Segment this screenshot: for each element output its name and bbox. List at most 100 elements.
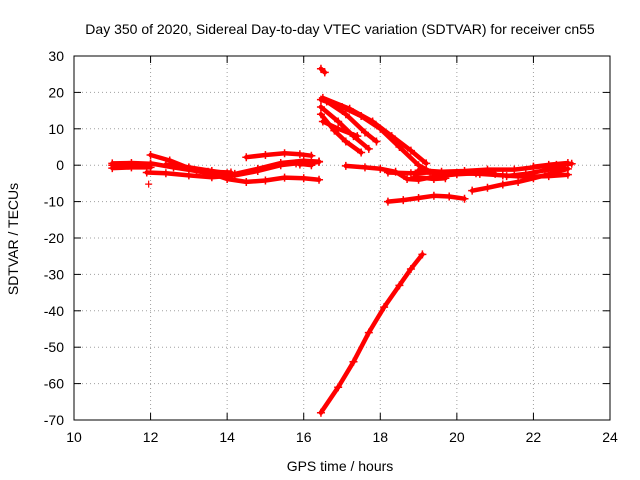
- data-point: [316, 102, 325, 111]
- data-point: [406, 169, 415, 178]
- data-point: [383, 197, 392, 206]
- x-tick-label: 14: [219, 429, 235, 445]
- data-point: [383, 168, 392, 177]
- data-point: [514, 177, 523, 186]
- data-point: [437, 167, 446, 176]
- y-tick-label: 30: [48, 48, 64, 64]
- y-tick-label: -40: [44, 303, 64, 319]
- data-point: [184, 163, 193, 172]
- data-track: [318, 252, 425, 415]
- data-point: [334, 124, 343, 133]
- data-point: [360, 163, 369, 172]
- data-point: [242, 177, 251, 186]
- data-track: [324, 99, 379, 144]
- data-point: [230, 169, 239, 178]
- data-point: [127, 161, 136, 170]
- data-point: [529, 162, 538, 171]
- x-tick-label: 20: [449, 429, 465, 445]
- data-point: [146, 151, 155, 160]
- data-point: [307, 159, 316, 168]
- y-tick-label: 10: [48, 121, 64, 137]
- data-point: [498, 180, 507, 189]
- data-point: [540, 166, 549, 175]
- data-point: [223, 175, 232, 184]
- data-point: [184, 171, 193, 180]
- y-tick-label: 20: [48, 84, 64, 100]
- data-point: [318, 117, 327, 126]
- data-point: [418, 250, 427, 259]
- y-tick-label: -70: [44, 412, 64, 428]
- data-point: [295, 150, 304, 159]
- y-tick-label: -50: [44, 339, 64, 355]
- data-point: [483, 165, 492, 174]
- data-point: [242, 153, 251, 162]
- y-tick-label: -30: [44, 266, 64, 282]
- x-axis-label: GPS time / hours: [287, 458, 394, 474]
- data-point: [307, 151, 316, 160]
- data-point: [320, 68, 329, 77]
- data-point: [468, 186, 477, 195]
- data-point: [429, 191, 438, 200]
- data-point: [334, 383, 343, 392]
- data-point: [316, 64, 325, 73]
- data-point: [353, 132, 362, 141]
- data-point: [315, 157, 324, 166]
- data-point: [406, 146, 415, 155]
- data-point: [108, 161, 117, 170]
- data-point: [429, 175, 438, 184]
- chart-title: Day 350 of 2020, Sidereal Day-to-day VTE…: [85, 21, 595, 37]
- y-tick-label: 0: [56, 157, 64, 173]
- data-point: [276, 159, 285, 168]
- data-point: [161, 169, 170, 178]
- data-point: [295, 160, 304, 169]
- data-track: [320, 95, 429, 166]
- data-point: [360, 128, 369, 137]
- data-point: [299, 174, 308, 183]
- data-point: [521, 169, 530, 178]
- data-point: [368, 117, 377, 126]
- x-tick-label: 24: [602, 429, 618, 445]
- data-point: [204, 168, 212, 177]
- data-point: [483, 183, 492, 192]
- x-tick-label: 12: [143, 429, 159, 445]
- data-point: [316, 408, 325, 417]
- data-point: [341, 110, 350, 119]
- data-point: [261, 151, 270, 160]
- data-point: [399, 196, 408, 205]
- data-point: [364, 328, 373, 337]
- data-track: [318, 104, 372, 152]
- data-point: [563, 159, 572, 168]
- data-point: [529, 174, 538, 183]
- data-point: [341, 161, 350, 170]
- data-point: [315, 175, 324, 184]
- x-tick-label: 10: [66, 429, 82, 445]
- data-point: [414, 193, 423, 202]
- data-point: [544, 160, 553, 169]
- data-point: [502, 172, 511, 181]
- data-track: [504, 165, 567, 179]
- data-point: [142, 168, 151, 177]
- y-axis-label: SDTVAR / TECUs: [5, 183, 21, 295]
- data-point: [372, 137, 381, 146]
- data-point: [406, 264, 415, 273]
- data-point: [395, 281, 404, 290]
- data-point: [380, 303, 389, 312]
- data-point: [253, 164, 262, 173]
- data-point: [460, 194, 469, 203]
- y-tick-label: -60: [44, 376, 64, 392]
- data-point: [280, 149, 289, 158]
- data-point: [345, 104, 354, 113]
- x-tick-label: 22: [526, 429, 542, 445]
- x-tick-label: 18: [372, 429, 388, 445]
- data-point: [445, 192, 454, 201]
- data-point: [261, 176, 270, 185]
- data-point: [510, 165, 519, 174]
- data-point: [334, 117, 343, 126]
- y-tick-label: -20: [44, 230, 64, 246]
- y-tick-label: -10: [44, 194, 64, 210]
- data-point: [414, 166, 423, 175]
- data-point: [387, 132, 396, 141]
- data-point: [161, 160, 170, 169]
